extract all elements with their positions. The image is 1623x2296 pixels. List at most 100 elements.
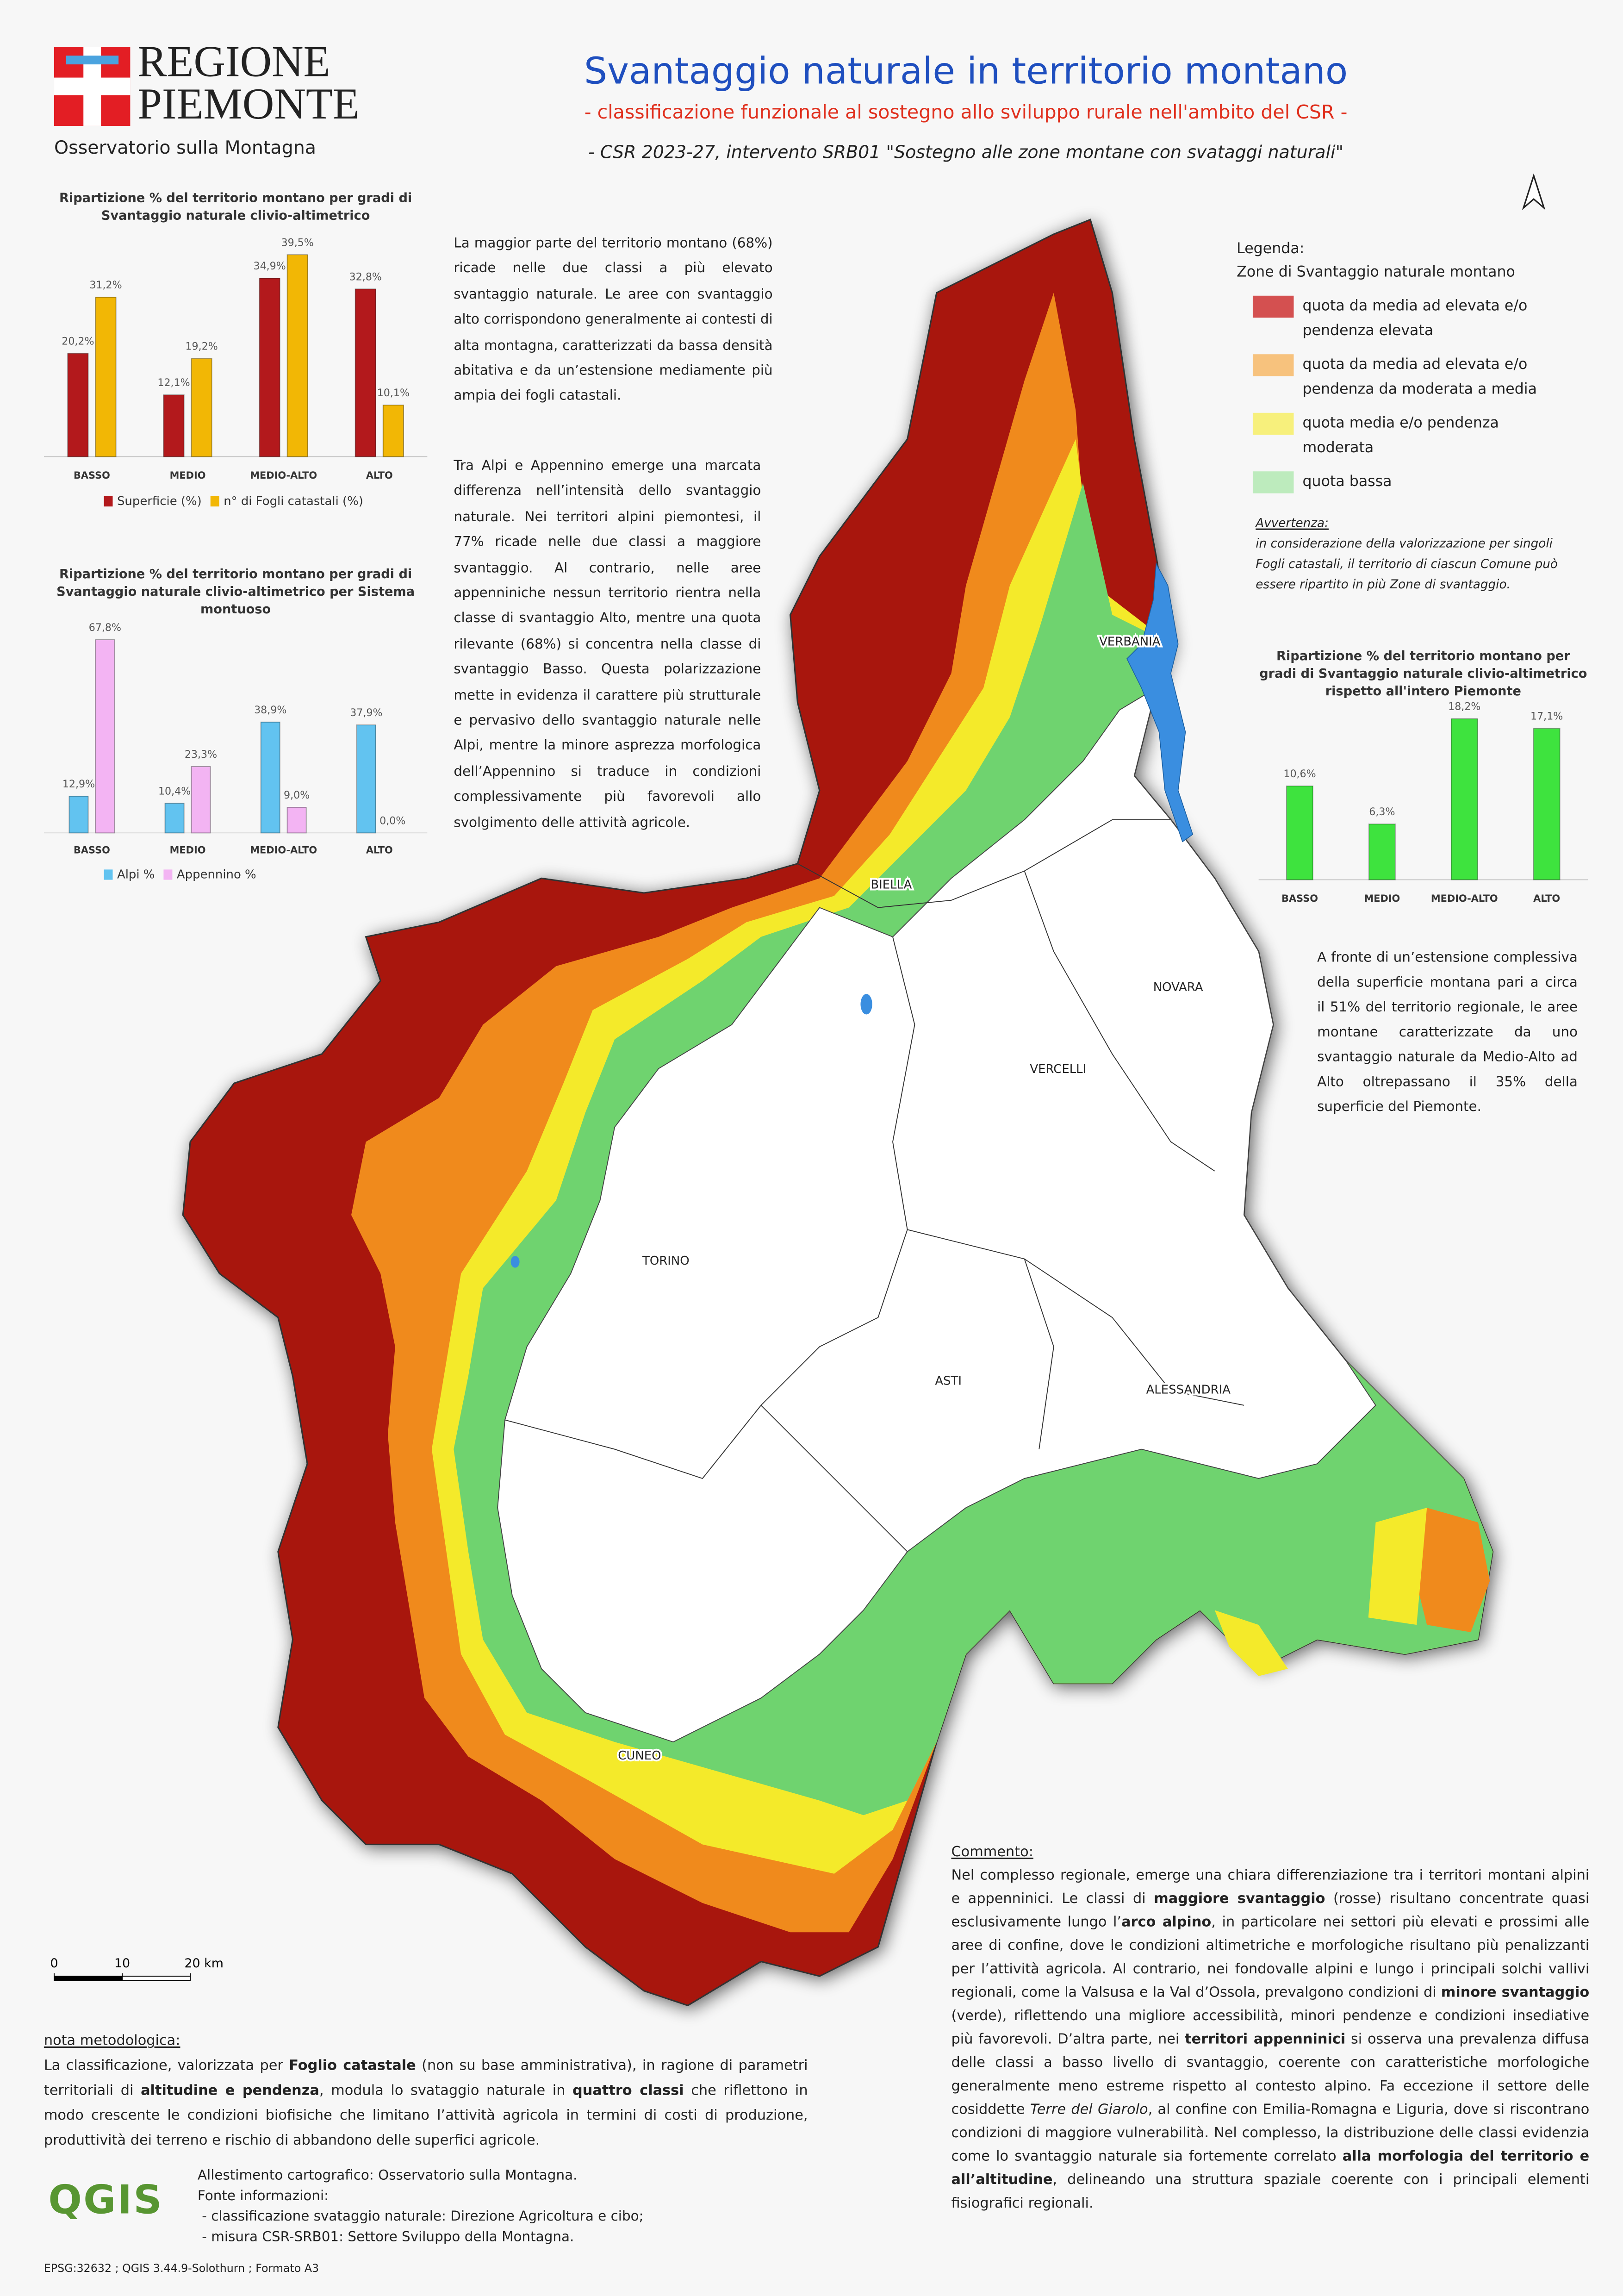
text-segment: Foglio catastale (289, 2058, 416, 2074)
x-tick-label: ALTO (366, 845, 393, 856)
value-label: 31,2% (89, 279, 122, 291)
title: Svantaggio naturale in territorio montan… (584, 50, 1348, 93)
chart-title: Ripartizione % del territorio montano pe… (1259, 650, 1587, 700)
city-label: VERBANIA (1099, 635, 1161, 649)
bar (1450, 718, 1478, 880)
chart: BASSO 10,6% MEDIO 6,3% MEDIO-ALTO 18,2% ALTO 17… (1258, 701, 1588, 904)
text-segment: arco alpino (1121, 1915, 1212, 1931)
lake (860, 994, 872, 1015)
legend-item: quota da media ad elevata e/o pendenza e… (1237, 294, 1588, 344)
legend-heading: Legenda: (1237, 241, 1305, 258)
text-segment: La classificazione, valorizzata per (44, 2058, 289, 2074)
lake (510, 1256, 520, 1268)
text-segment: , in particolare nei settori più elevati… (951, 1915, 1590, 2001)
bar (354, 288, 376, 457)
legend: Legenda: Zone di Svantaggio naturale mon… (1237, 237, 1588, 495)
text-segment: minore svantaggio (1441, 1985, 1590, 2001)
x-tick-label: MEDIO-ALTO (250, 845, 317, 856)
value-label: 17,1% (1530, 711, 1563, 723)
comment: Commento: Nel complesso regionale, emerg… (951, 1841, 1590, 2216)
boundary (1024, 1259, 1054, 1449)
bar (259, 278, 280, 457)
methodology-heading: nota metodologica: (44, 2033, 180, 2050)
logo-cross (54, 77, 131, 95)
value-label: 39,5% (281, 237, 314, 249)
boundary (907, 1229, 1244, 1406)
boundary (797, 819, 1171, 908)
logo-line: PIEMONTE (137, 80, 360, 129)
bar (68, 795, 89, 834)
scale-segment (54, 1976, 123, 1981)
warning-heading: Avvertenza: (1256, 515, 1329, 530)
legend-label: Appennino % (177, 867, 256, 881)
scale-bar: 0 10 20 km (50, 1956, 224, 1981)
bar (95, 639, 115, 834)
legend-swatch (210, 496, 219, 507)
text-segment: , modula lo svataggio naturale in (319, 2083, 573, 2099)
legend-label: Superficie (%) (117, 494, 202, 508)
scale-label: 0 (50, 1956, 58, 1971)
bar (1368, 824, 1396, 880)
x-tick-label: MEDIO (1364, 893, 1400, 904)
legend-label: quota da media ad elevata e/o pendenza e… (1302, 299, 1528, 340)
value-label: 67,8% (89, 622, 121, 634)
x-tick-label: MEDIO-ALTO (250, 470, 317, 481)
x-tick-label: BASSO (74, 470, 110, 481)
legend-item: quota bassa (1237, 470, 1588, 495)
legend-item: quota media e/o pendenza moderata (1237, 412, 1588, 462)
logo-text: REGIONE PIEMONTE (137, 38, 360, 129)
text-segment: territori appenninici (1185, 2032, 1346, 2048)
value-label: 32,8% (349, 271, 382, 283)
x-tick-label: BASSO (1281, 893, 1318, 904)
legend-swatch (1252, 412, 1294, 435)
comment-body: Nel complesso regionale, emerge una chia… (951, 1865, 1590, 2216)
city-label: ASTI (935, 1374, 962, 1388)
bar (286, 254, 308, 457)
value-label: 18,2% (1448, 701, 1480, 713)
value-label: 9,0% (284, 789, 310, 801)
value-label: 23,3% (185, 749, 217, 761)
paragraph: A fronte di un’estensione complessiva de… (1317, 950, 1578, 1116)
text-segment: si osserva una prevalenza diffusa delle … (951, 2032, 1590, 2118)
text-segment: (non su base amministrativa), in ragione… (44, 2058, 808, 2099)
x-tick-label: ALTO (1533, 893, 1560, 904)
legend-label: Alpi % (117, 867, 155, 881)
legend-swatch (1252, 354, 1294, 376)
bar (67, 353, 89, 457)
value-label: 34,9% (254, 260, 286, 272)
warning: Avvertenza: in considerazione della valo… (1256, 512, 1580, 594)
legend-label: n° di Fogli catastali (%) (224, 494, 363, 508)
scale-label: 20 km (184, 1956, 223, 1971)
value-label: 0,0% (379, 815, 405, 827)
text-segment: che riflettono in modo crescente le cond… (44, 2083, 808, 2149)
value-label: 6,3% (1369, 806, 1395, 818)
credit-line: Fonte informazioni: (197, 2188, 329, 2205)
logo-line: REGIONE (137, 38, 330, 87)
legend-item: quota da media ad elevata e/o pendenza d… (1237, 353, 1588, 403)
value-label: 20,2% (62, 335, 94, 347)
lake (1126, 562, 1194, 842)
city-label: ALESSANDRIA (1146, 1383, 1231, 1397)
legend-label: quota bassa (1302, 474, 1392, 491)
bar (163, 394, 185, 457)
value-label: 10,1% (377, 387, 410, 399)
credit-line: - classificazione svataggio naturale: Di… (197, 2209, 644, 2225)
bar (95, 296, 117, 457)
bar (164, 803, 185, 834)
value-label: 38,9% (254, 704, 286, 716)
bar (382, 405, 404, 457)
methodology: nota metodologica: La classificazione, v… (44, 2029, 808, 2153)
text-segment: alla morfologia del territorio e all’alt… (951, 2149, 1590, 2189)
scale-label: 10 (114, 1956, 130, 1971)
city-label: BIELLA (871, 878, 912, 892)
plains (497, 687, 1376, 1743)
value-label: 12,9% (62, 778, 95, 790)
bar (1533, 728, 1561, 880)
logo-caption: Osservatorio sulla Montagna (54, 136, 317, 158)
logo-mark (54, 47, 131, 126)
zone-medium-high-patch (1412, 1508, 1490, 1632)
boundary (1024, 871, 1215, 1172)
